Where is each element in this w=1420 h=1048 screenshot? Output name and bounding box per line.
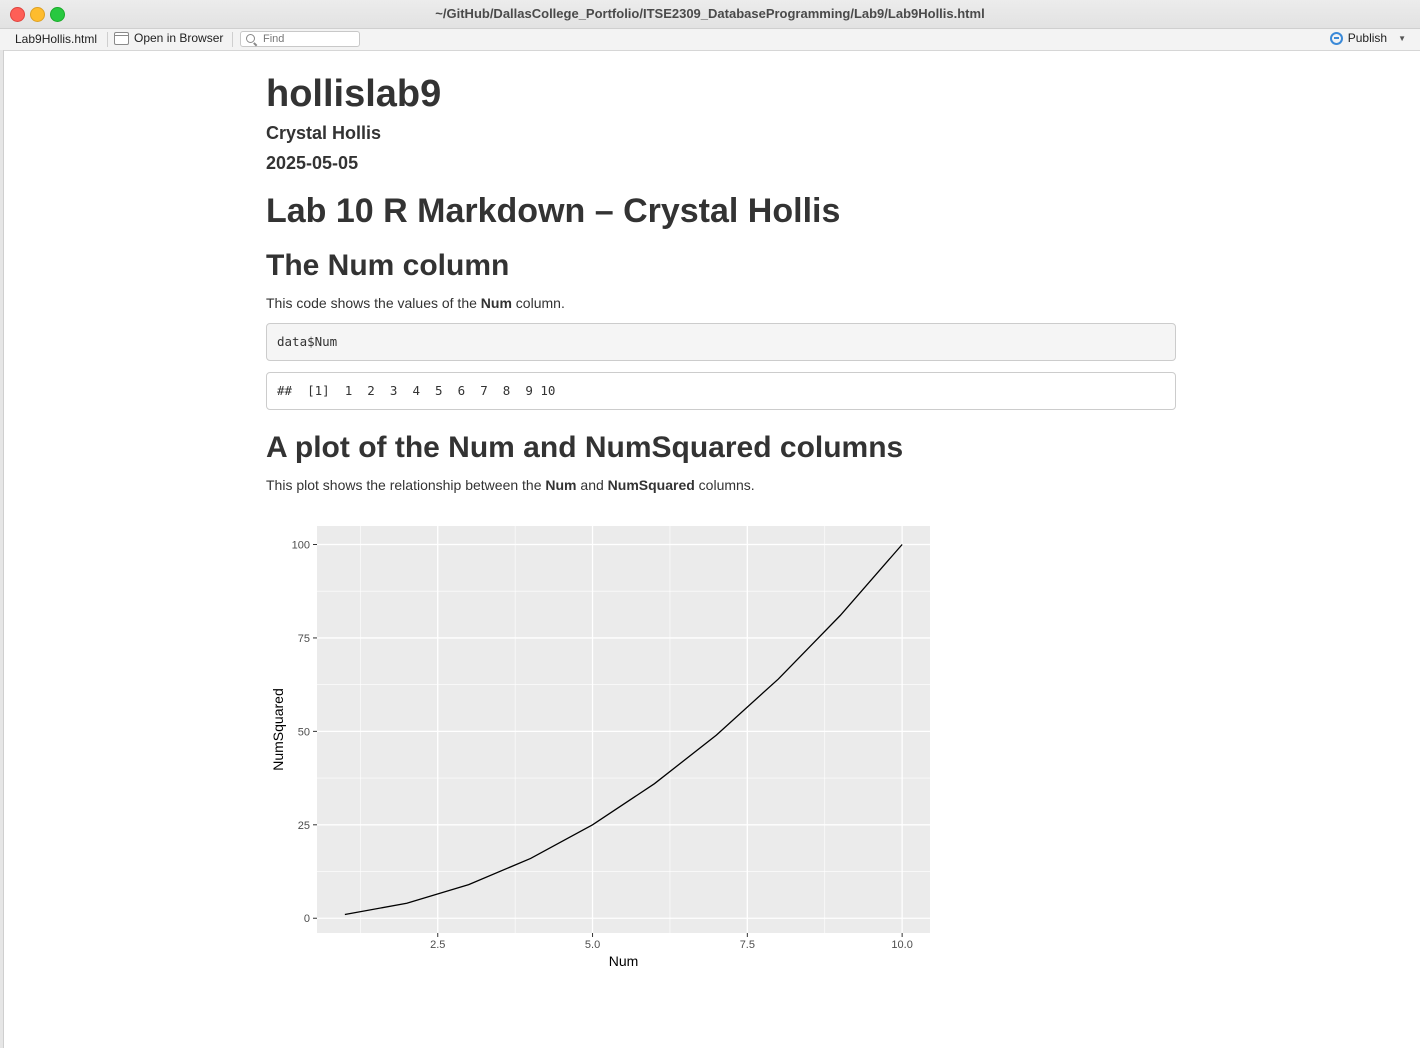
x-tick-label: 7.5 — [740, 939, 755, 951]
file-name-label: Lab9Hollis.html — [15, 32, 98, 46]
paragraph-bold-text: NumSquared — [607, 477, 695, 493]
y-tick-label: 100 — [292, 540, 310, 552]
open-in-browser-button[interactable]: Open in Browser — [114, 31, 223, 45]
x-axis-title: Num — [609, 953, 639, 969]
paragraph-text: and — [576, 477, 608, 493]
y-tick-label: 75 — [298, 633, 310, 645]
y-tick-label: 25 — [298, 820, 310, 832]
window-title-bar: ~/GitHub/DallasCollege_Portfolio/ITSE230… — [0, 0, 1420, 29]
x-tick-label: 10.0 — [891, 939, 912, 951]
y-axis-title: NumSquared — [270, 688, 286, 771]
paragraph-text: This plot shows the relationship between… — [266, 477, 546, 493]
paragraph-text: column. — [511, 295, 565, 311]
y-tick-label: 50 — [298, 726, 310, 738]
plot-panel — [317, 526, 930, 933]
x-tick-label: 2.5 — [430, 939, 445, 951]
code-chunk: data$Num — [266, 323, 1176, 361]
background-window-edge — [0, 50, 4, 1048]
section-paragraph: This code shows the values of the Num co… — [266, 295, 565, 311]
browser-window-icon — [114, 31, 129, 45]
section-heading-num-column: The Num column — [266, 249, 510, 282]
document-author: Crystal Hollis — [266, 123, 382, 143]
publish-icon — [1329, 31, 1343, 45]
window-title: ~/GitHub/DallasCollege_Portfolio/ITSE230… — [435, 6, 985, 21]
paragraph-text: This code shows the values of the — [266, 295, 481, 311]
toolbar-divider — [107, 32, 108, 47]
publish-label: Publish — [1347, 31, 1388, 45]
num-vs-numsquared-plot: 2.5 5.0 7.5 10.0 0 25 50 75 100 Num NumSquared — [270, 526, 930, 969]
code-output: ## [1] 1 2 3 4 5 6 7 8 9 10 — [266, 372, 1176, 410]
main-heading: Lab 10 R Markdown – Crystal Hollis — [266, 192, 841, 230]
paragraph-text: columns. — [694, 477, 755, 493]
publish-button[interactable]: Publish ▼ — [1329, 31, 1406, 45]
x-tick-label: 5.0 — [585, 939, 600, 951]
numsquared-line — [344, 544, 903, 916]
paragraph-bold-text: Num — [480, 295, 512, 311]
find-box[interactable] — [240, 31, 360, 47]
minimize-window-button[interactable] — [30, 7, 45, 22]
section-paragraph: This plot shows the relationship between… — [266, 477, 755, 493]
maximize-window-button[interactable] — [50, 7, 65, 22]
paragraph-bold-text: Num — [545, 477, 577, 493]
find-input[interactable] — [263, 32, 357, 46]
toolbar-divider — [232, 32, 233, 47]
y-tick-label: 0 — [304, 913, 310, 925]
document-title: hollislab9 — [266, 73, 442, 115]
open-in-browser-label: Open in Browser — [134, 31, 224, 45]
close-window-button[interactable] — [10, 7, 25, 22]
document-date: 2025-05-05 — [266, 153, 359, 173]
section-heading-plot: A plot of the Num and NumSquared columns — [266, 431, 904, 464]
viewer-toolbar: Lab9Hollis.html Open in Browser Publish … — [0, 29, 1420, 51]
search-icon — [246, 34, 255, 43]
chevron-down-icon[interactable]: ▼ — [1398, 33, 1406, 43]
